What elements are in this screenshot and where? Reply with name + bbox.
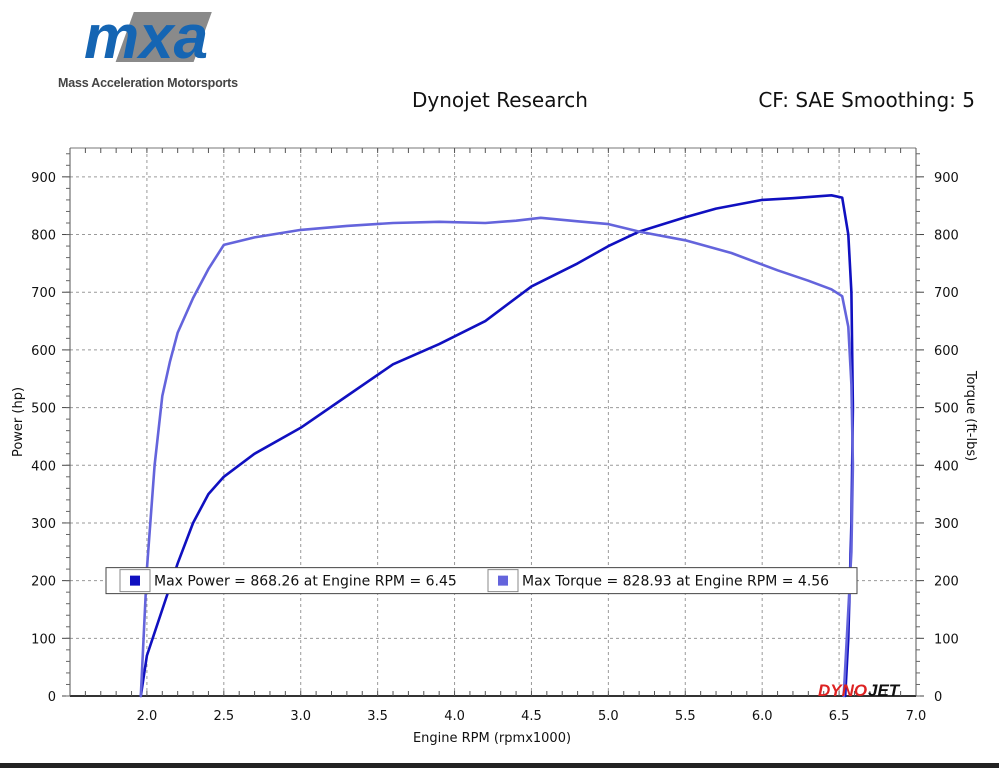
- y-axis-left-title: Power (hp): [11, 387, 26, 457]
- x-axis-title: Engine RPM (rpmx1000): [413, 731, 571, 746]
- y-right-tick-label: 300: [934, 517, 959, 532]
- x-tick-label: 2.5: [213, 709, 234, 724]
- plot-area: [70, 148, 916, 696]
- axis-ticks: [62, 148, 924, 697]
- x-tick-label: 5.5: [675, 709, 696, 724]
- y-axis-right-title: Torque (ft-lbs): [963, 370, 978, 461]
- tick-labels: 2.0 2.5 3.0 3.5 4.0 4.5 5.0 5.5 6.0 6.5 7.0 0 0 100 10…: [31, 171, 959, 724]
- y-right-tick-label: 0: [934, 690, 942, 705]
- torque-curve: [139, 216, 855, 698]
- y-left-tick-label: 700: [31, 286, 56, 301]
- y-left-tick-label: 100: [31, 632, 56, 647]
- logo-subtitle: Mass Acceleration Motorsports: [58, 76, 238, 90]
- x-tick-label: 7.0: [906, 709, 927, 724]
- y-right-tick-label: 600: [934, 344, 959, 359]
- x-tick-label: 4.5: [521, 709, 542, 724]
- dynojet-watermark: DYNO JET: [818, 681, 901, 700]
- data-series: [139, 194, 855, 698]
- legend: Max Power = 868.26 at Engine RPM = 6.45 M…: [105, 567, 858, 595]
- y-right-tick-label: 700: [934, 286, 959, 301]
- y-right-tick-label: 800: [934, 229, 959, 244]
- x-tick-label: 3.0: [290, 709, 311, 724]
- grid-lines: [70, 148, 917, 696]
- bottom-border: [0, 763, 999, 768]
- y-right-tick-label: 900: [934, 171, 959, 186]
- power-curve: [139, 194, 855, 698]
- y-left-tick-label: 900: [31, 171, 56, 186]
- y-right-tick-label: 100: [934, 632, 959, 647]
- x-tick-label: 3.5: [367, 709, 388, 724]
- y-right-tick-label: 200: [934, 575, 959, 590]
- correction-factor-label: CF: SAE Smoothing: 5: [758, 88, 975, 112]
- svg-text:mxa: mxa: [84, 6, 208, 70]
- watermark-jet: JET: [868, 681, 901, 700]
- mxa-logo-mark: mxa: [84, 6, 212, 70]
- y-left-tick-label: 0: [48, 690, 56, 705]
- legend-label-torque: Max Torque = 828.93 at Engine RPM = 4.56: [522, 574, 829, 590]
- logo: mxa Mass Acceleration Motorsports: [58, 6, 252, 94]
- plot-background: [70, 148, 916, 696]
- y-left-tick-label: 800: [31, 229, 56, 244]
- chart-header-title: Dynojet Research: [412, 88, 588, 112]
- y-left-tick-label: 200: [31, 575, 56, 590]
- legend-swatch-power: [130, 575, 140, 586]
- y-right-tick-label: 400: [934, 459, 959, 474]
- x-tick-label: 6.5: [829, 709, 850, 724]
- y-left-tick-label: 400: [31, 459, 56, 474]
- plot-frame: [69, 147, 917, 697]
- legend-box: [105, 567, 858, 595]
- legend-label-power: Max Power = 868.26 at Engine RPM = 6.45: [154, 574, 457, 590]
- y-left-tick-label: 600: [31, 344, 56, 359]
- x-tick-label: 5.0: [598, 709, 619, 724]
- y-left-tick-label: 300: [31, 517, 56, 532]
- x-tick-label: 4.0: [444, 709, 465, 724]
- legend-swatch-torque: [498, 575, 508, 586]
- watermark-dyno: DYNO: [818, 681, 867, 700]
- y-right-tick-label: 500: [934, 402, 959, 417]
- y-left-tick-label: 500: [31, 402, 56, 417]
- x-tick-label: 2.0: [137, 709, 158, 724]
- x-tick-label: 6.0: [752, 709, 773, 724]
